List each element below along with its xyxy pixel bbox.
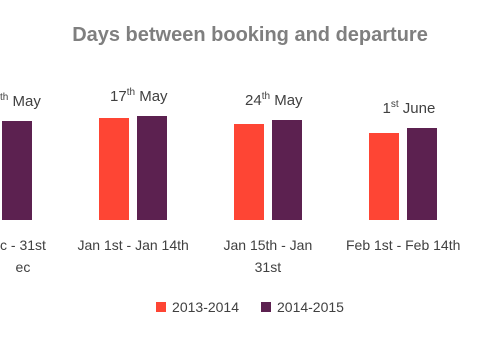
bar bbox=[2, 121, 32, 220]
annotation-suffix: th bbox=[0, 92, 9, 103]
annotation-suffix: th bbox=[261, 91, 271, 102]
annotation-suffix: th bbox=[126, 87, 136, 98]
legend-swatch bbox=[261, 302, 271, 312]
annotation-day: 17 bbox=[110, 88, 127, 105]
x-tick-label: Jan 1st - Jan 14th bbox=[77, 237, 189, 253]
bar bbox=[407, 128, 437, 220]
annotation-day: 24 bbox=[245, 92, 262, 109]
x-tick-label: Jan 15th - Jan 31st bbox=[223, 237, 313, 275]
annotation-day: 1 bbox=[382, 100, 391, 117]
legend-item: 2014-2015 bbox=[261, 299, 344, 315]
legend-item: 2013-2014 bbox=[156, 299, 239, 315]
legend-swatch bbox=[156, 302, 167, 312]
legend-label: 2014-2015 bbox=[277, 299, 344, 315]
annotation-suffix: st bbox=[390, 99, 399, 110]
bar bbox=[272, 120, 302, 220]
bar bbox=[99, 118, 129, 220]
annotation-month: May bbox=[135, 88, 168, 105]
x-tick-label: c - 31st ec bbox=[0, 237, 46, 275]
annotation-month: May bbox=[8, 93, 41, 110]
annotation: th May bbox=[0, 92, 41, 111]
bar bbox=[369, 133, 399, 220]
annotation-month: June bbox=[398, 100, 436, 117]
legend: 2013-2014 2014-2015 bbox=[0, 299, 500, 315]
annotation: 17th May bbox=[110, 87, 168, 106]
annotation: 1st June bbox=[382, 99, 436, 118]
legend-label: 2013-2014 bbox=[172, 299, 239, 315]
x-tick-label: Feb 1st - Feb 14th bbox=[346, 237, 461, 253]
annotation: 24th May bbox=[245, 91, 303, 110]
bar bbox=[137, 116, 167, 220]
annotation-month: May bbox=[270, 92, 303, 109]
chart-title: Days between booking and departure bbox=[72, 24, 428, 46]
bar bbox=[234, 124, 264, 220]
